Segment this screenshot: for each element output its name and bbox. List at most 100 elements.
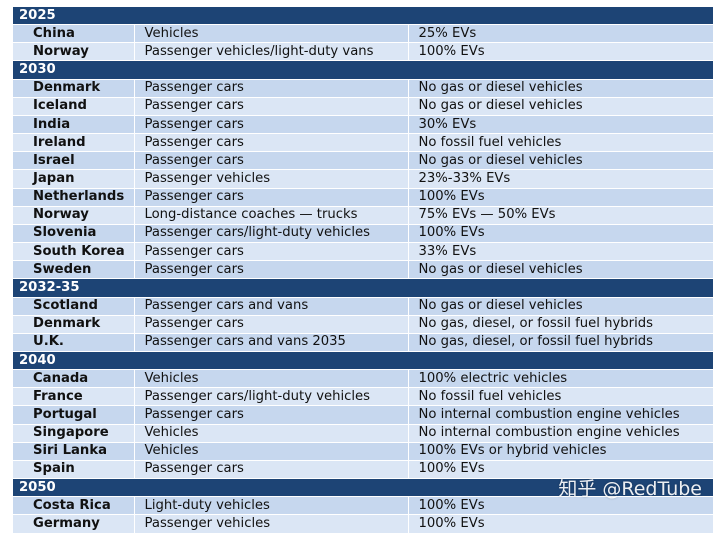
- country-cell: Germany: [13, 514, 135, 534]
- year-label: 2032-35: [13, 278, 714, 298]
- target-cell: No gas, diesel, or fossil fuel hybrids: [408, 333, 714, 352]
- country-cell: U.K.: [13, 333, 135, 352]
- target-cell: 100% EVs: [408, 188, 714, 207]
- vehicle-type-cell: Passenger cars: [134, 79, 409, 98]
- country-cell: Siri Lanka: [13, 442, 135, 461]
- target-cell: 100% EVs: [408, 514, 714, 534]
- target-cell: 100% EVs: [408, 496, 714, 516]
- country-cell: Netherlands: [13, 188, 135, 207]
- table-row: Denmark Passenger cars No gas or diesel ve…: [13, 79, 714, 98]
- target-cell: 75% EVs — 50% EVs: [408, 206, 714, 225]
- target-cell: No gas or diesel vehicles: [408, 79, 714, 98]
- target-cell: No gas or diesel vehicles: [408, 297, 714, 316]
- table-row: Spain Passenger cars 100% EVs: [13, 460, 714, 480]
- table-row: Siri Lanka Vehicles 100% EVs or hybrid veh…: [13, 442, 714, 461]
- target-cell: 23%-33% EVs: [408, 169, 714, 189]
- target-cell: 100% EVs: [408, 224, 714, 244]
- target-cell: No gas or diesel vehicles: [408, 151, 714, 171]
- country-cell: China: [13, 24, 135, 44]
- table-row: Ireland Passenger cars No fossil fuel vehi…: [13, 133, 714, 153]
- year-header-row: 2040: [13, 351, 714, 371]
- table-row: Canada Vehicles 100% electric vehicles: [13, 369, 714, 389]
- country-cell: Costa Rica: [13, 496, 135, 516]
- table-row: Germany Passenger vehicles 100% EVs: [13, 514, 714, 534]
- year-header-row: 2030: [13, 60, 714, 80]
- country-cell: Denmark: [13, 315, 135, 334]
- table-row: India Passenger cars 30% EVs: [13, 115, 714, 135]
- vehicle-type-cell: Passenger cars: [134, 151, 409, 171]
- vehicle-type-cell: Passenger cars: [134, 188, 409, 207]
- vehicle-type-cell: Light-duty vehicles: [134, 496, 409, 516]
- target-cell: No fossil fuel vehicles: [408, 387, 714, 407]
- table-body: 2025 China Vehicles 25% EVs Norway Passenger …: [13, 7, 714, 534]
- year-label: 2025: [13, 7, 714, 26]
- table-row: Singapore Vehicles No internal combustion …: [13, 424, 714, 443]
- vehicle-type-cell: Vehicles: [134, 24, 409, 44]
- vehicle-type-cell: Passenger cars: [134, 97, 409, 116]
- table-row: Costa Rica Light-duty vehicles 100% EVs: [13, 496, 714, 516]
- target-cell: No gas, diesel, or fossil fuel hybrids: [408, 315, 714, 334]
- country-cell: Scotland: [13, 297, 135, 316]
- page: 2025 China Vehicles 25% EVs Norway Passenger …: [13, 7, 714, 534]
- vehicle-type-cell: Passenger cars: [134, 115, 409, 135]
- table-row: Norway Passenger vehicles/light-duty vans…: [13, 42, 714, 62]
- vehicle-type-cell: Passenger cars: [134, 260, 409, 280]
- target-cell: 25% EVs: [408, 24, 714, 44]
- country-cell: Slovenia: [13, 224, 135, 244]
- table-row: Israel Passenger cars No gas or diesel veh…: [13, 151, 714, 171]
- table-row: Portugal Passenger cars No internal combus…: [13, 405, 714, 425]
- target-cell: 100% EVs: [408, 42, 714, 62]
- target-cell: No fossil fuel vehicles: [408, 133, 714, 153]
- watermark: 知乎 @RedTube: [558, 478, 702, 500]
- country-cell: Ireland: [13, 133, 135, 153]
- target-cell: No internal combustion engine vehicles: [408, 405, 714, 425]
- target-cell: No internal combustion engine vehicles: [408, 424, 714, 443]
- ev-targets-table: 2025 China Vehicles 25% EVs Norway Passenger …: [13, 7, 714, 534]
- country-cell: Denmark: [13, 79, 135, 98]
- year-header-row: 2050: [13, 478, 714, 498]
- vehicle-type-cell: Passenger vehicles: [134, 514, 409, 534]
- country-cell: Norway: [13, 42, 135, 62]
- target-cell: 30% EVs: [408, 115, 714, 135]
- vehicle-type-cell: Passenger cars/light-duty vehicles: [134, 224, 409, 244]
- table-row: Netherlands Passenger cars 100% EVs: [13, 188, 714, 207]
- vehicle-type-cell: Passenger vehicles/light-duty vans: [134, 42, 409, 62]
- year-header-row: 2032-35: [13, 278, 714, 298]
- target-cell: 33% EVs: [408, 242, 714, 262]
- vehicle-type-cell: Vehicles: [134, 369, 409, 389]
- vehicle-type-cell: Passenger vehicles: [134, 169, 409, 189]
- target-cell: 100% EVs: [408, 460, 714, 480]
- table-row: France Passenger cars/light-duty vehicles…: [13, 387, 714, 407]
- vehicle-type-cell: Vehicles: [134, 442, 409, 461]
- table-row: Iceland Passenger cars No gas or diesel ve…: [13, 97, 714, 116]
- table-row: Slovenia Passenger cars/light-duty vehicl…: [13, 224, 714, 244]
- year-label: 2040: [13, 351, 714, 371]
- target-cell: 100% EVs or hybrid vehicles: [408, 442, 714, 461]
- target-cell: No gas or diesel vehicles: [408, 97, 714, 116]
- vehicle-type-cell: Passenger cars: [134, 133, 409, 153]
- year-label: 2050: [13, 478, 714, 498]
- year-header-row: 2025: [13, 7, 714, 26]
- vehicle-type-cell: Long-distance coaches — trucks: [134, 206, 409, 225]
- vehicle-type-cell: Passenger cars and vans: [134, 297, 409, 316]
- table-row: Denmark Passenger cars No gas, diesel, or …: [13, 315, 714, 334]
- table-row: South Korea Passenger cars 33% EVs: [13, 242, 714, 262]
- table-row: Scotland Passenger cars and vans No gas or…: [13, 297, 714, 316]
- country-cell: Iceland: [13, 97, 135, 116]
- vehicle-type-cell: Passenger cars: [134, 315, 409, 334]
- target-cell: 100% electric vehicles: [408, 369, 714, 389]
- table-row: U.K. Passenger cars and vans 2035 No gas, …: [13, 333, 714, 352]
- country-cell: South Korea: [13, 242, 135, 262]
- year-label: 2030: [13, 60, 714, 80]
- country-cell: Canada: [13, 369, 135, 389]
- country-cell: Singapore: [13, 424, 135, 443]
- country-cell: Israel: [13, 151, 135, 171]
- country-cell: France: [13, 387, 135, 407]
- country-cell: Sweden: [13, 260, 135, 280]
- country-cell: Norway: [13, 206, 135, 225]
- country-cell: India: [13, 115, 135, 135]
- table-row: Sweden Passenger cars No gas or diesel veh…: [13, 260, 714, 280]
- target-cell: No gas or diesel vehicles: [408, 260, 714, 280]
- table-row: Japan Passenger vehicles 23%-33% EVs: [13, 169, 714, 189]
- vehicle-type-cell: Passenger cars: [134, 460, 409, 480]
